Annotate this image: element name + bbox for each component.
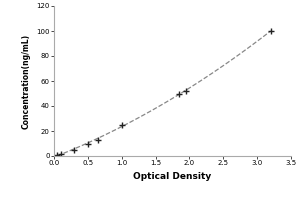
Y-axis label: Concentration(ng/mL): Concentration(ng/mL)	[22, 33, 31, 129]
X-axis label: Optical Density: Optical Density	[134, 172, 212, 181]
